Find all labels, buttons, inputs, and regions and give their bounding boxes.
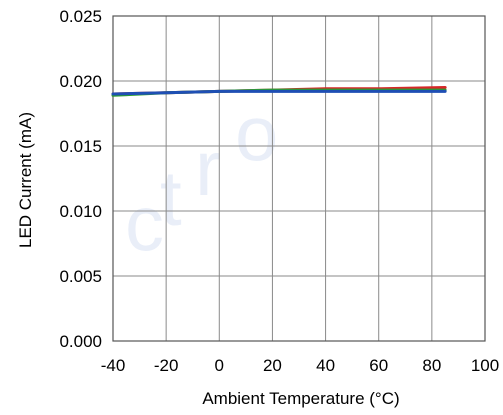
y-tick-label: 0.000	[59, 332, 102, 351]
x-axis-tick-labels: -40 -20 0 20 40 60 80 100	[101, 356, 499, 375]
plot-border	[112, 15, 486, 342]
y-tick-label: 0.005	[59, 267, 102, 286]
x-tick-label: 80	[422, 356, 441, 375]
series-line-3	[111, 89, 447, 96]
y-tick-label: 0.010	[59, 202, 102, 221]
x-axis-title: Ambient Temperature (°C)	[202, 389, 399, 408]
y-tick-label: 0.020	[59, 72, 102, 91]
x-tick-label: 40	[316, 356, 335, 375]
watermark-letter-3: r	[195, 124, 221, 212]
x-tick-label: 0	[215, 356, 224, 375]
x-tick-label: 100	[471, 356, 499, 375]
watermark-letter-4: o	[235, 89, 278, 177]
series-layer	[111, 86, 447, 97]
x-tick-label: -40	[101, 356, 126, 375]
y-tick-label: 0.015	[59, 137, 102, 156]
y-axis-tick-labels: 0.000 0.005 0.010 0.015 0.020 0.025	[59, 7, 102, 351]
watermark-letter-2: t	[160, 154, 182, 242]
plot-frame	[112, 15, 486, 342]
watermark-letter-1: c	[125, 179, 164, 267]
x-tick-label: -20	[154, 356, 179, 375]
x-tick-label: 60	[369, 356, 388, 375]
x-tick-label: 20	[263, 356, 282, 375]
y-axis-title: LED Current (mA)	[16, 112, 35, 248]
y-tick-label: 0.025	[59, 7, 102, 26]
watermark-layer: c t r o	[125, 89, 278, 267]
